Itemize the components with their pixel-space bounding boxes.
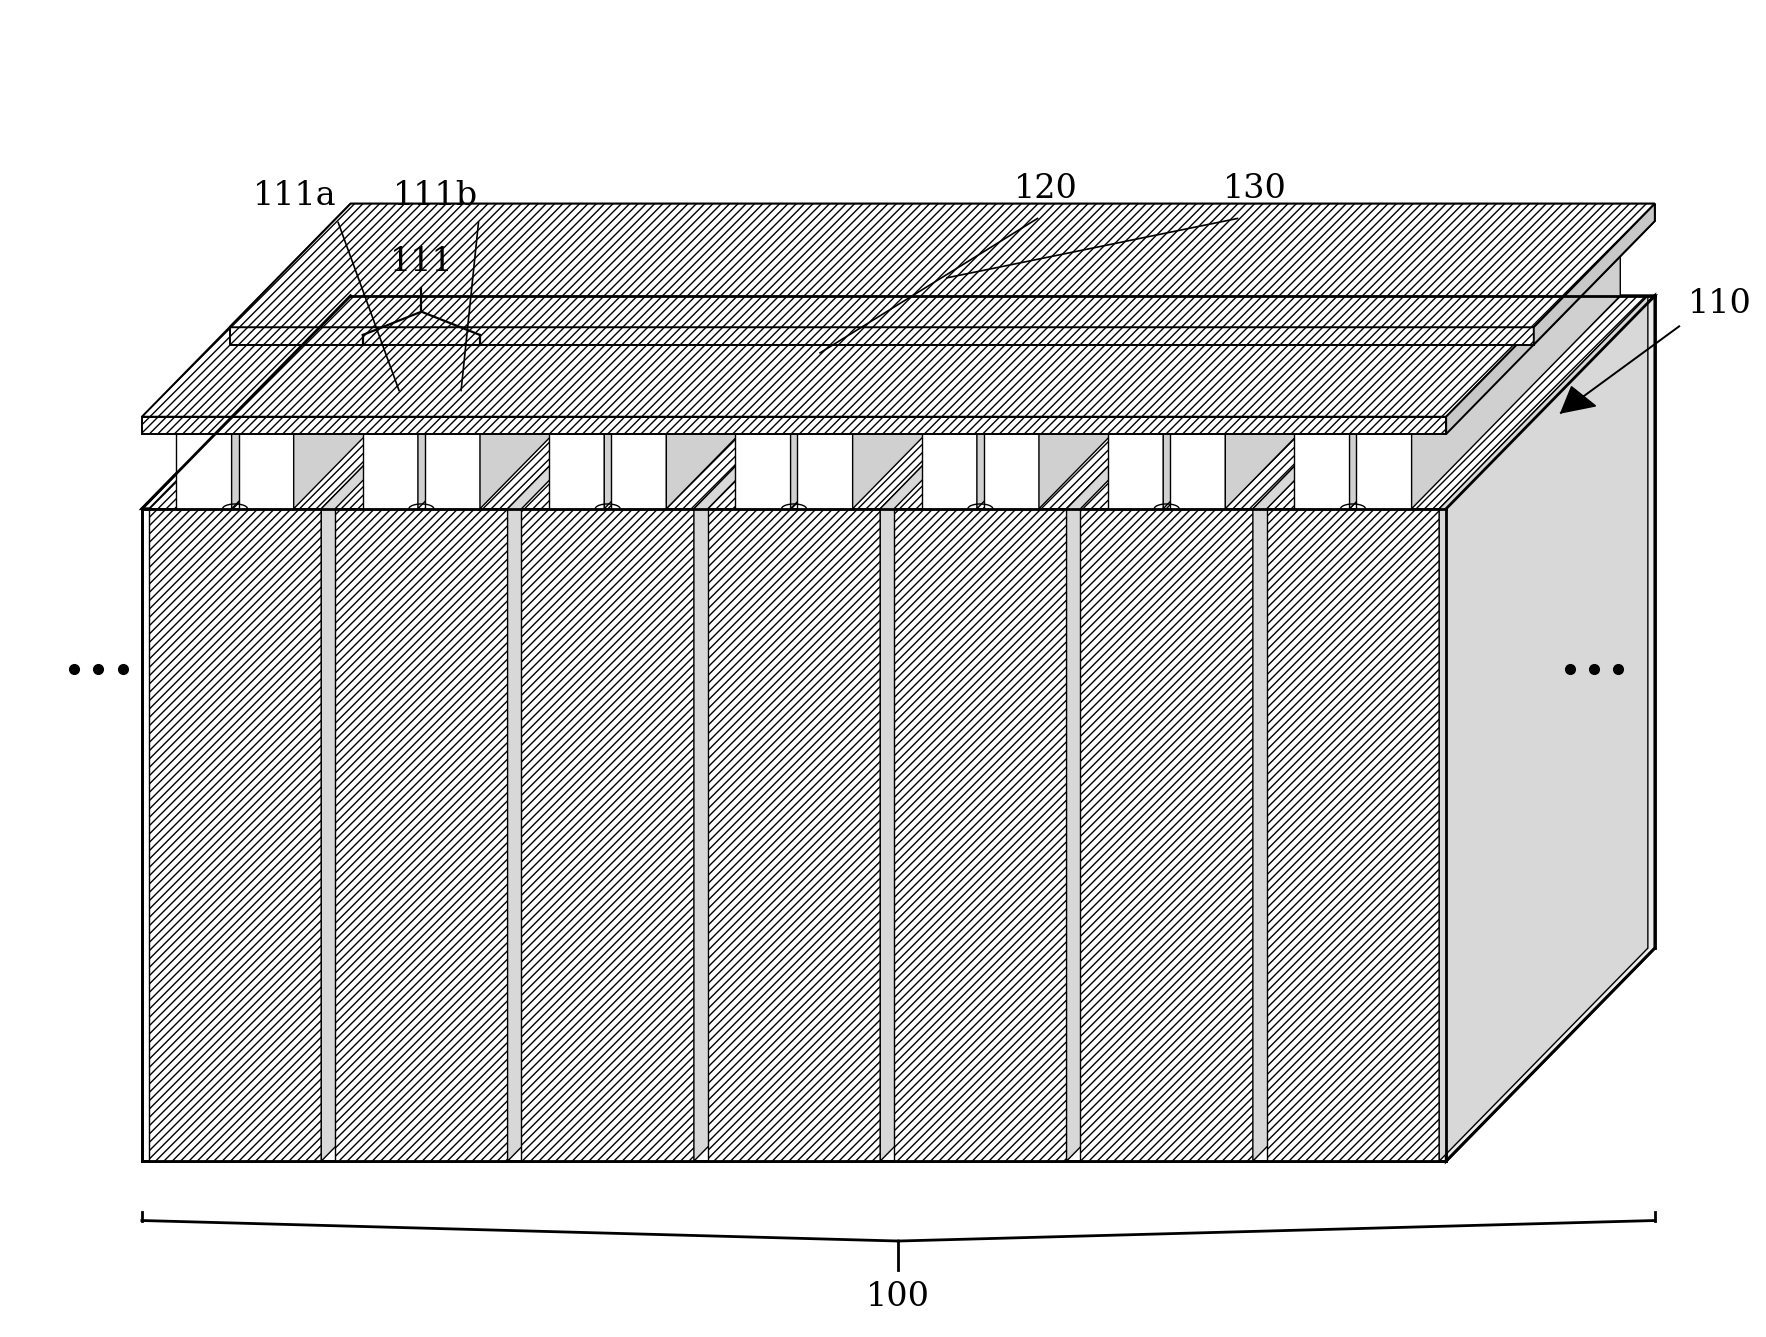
Text: 111a: 111a xyxy=(253,179,337,211)
Polygon shape xyxy=(362,429,419,508)
Polygon shape xyxy=(694,295,902,1161)
Polygon shape xyxy=(879,295,1090,1161)
Polygon shape xyxy=(177,429,231,508)
Polygon shape xyxy=(604,215,812,508)
Polygon shape xyxy=(521,295,902,508)
Polygon shape xyxy=(708,295,1090,508)
Polygon shape xyxy=(1038,215,1247,508)
Polygon shape xyxy=(148,508,321,1161)
Polygon shape xyxy=(894,508,1067,1161)
Polygon shape xyxy=(141,508,1446,1161)
Polygon shape xyxy=(480,215,689,508)
Polygon shape xyxy=(984,215,1247,429)
Polygon shape xyxy=(708,508,879,1161)
Polygon shape xyxy=(336,295,717,508)
Polygon shape xyxy=(666,215,874,508)
Polygon shape xyxy=(549,429,604,508)
Text: 111: 111 xyxy=(390,246,454,278)
Polygon shape xyxy=(230,328,1535,345)
Text: 100: 100 xyxy=(867,1281,931,1313)
Polygon shape xyxy=(922,429,977,508)
Polygon shape xyxy=(735,429,791,508)
Polygon shape xyxy=(549,215,812,429)
Polygon shape xyxy=(1266,508,1439,1161)
Polygon shape xyxy=(894,295,1275,508)
Polygon shape xyxy=(426,215,689,429)
Polygon shape xyxy=(1171,429,1226,508)
Polygon shape xyxy=(507,295,717,1161)
Text: 110: 110 xyxy=(1688,287,1752,320)
Polygon shape xyxy=(141,417,1446,435)
Polygon shape xyxy=(231,215,440,508)
Polygon shape xyxy=(1252,295,1462,1161)
Polygon shape xyxy=(1561,386,1595,413)
Polygon shape xyxy=(1349,215,1558,508)
Polygon shape xyxy=(293,215,502,508)
Polygon shape xyxy=(1356,215,1619,429)
Polygon shape xyxy=(1226,215,1434,508)
Polygon shape xyxy=(735,215,1000,429)
Polygon shape xyxy=(238,429,293,508)
Polygon shape xyxy=(1439,295,1648,1161)
Polygon shape xyxy=(1446,295,1655,1161)
Polygon shape xyxy=(611,429,666,508)
Text: 120: 120 xyxy=(1014,174,1077,205)
Polygon shape xyxy=(611,215,874,429)
Text: 130: 130 xyxy=(1222,174,1287,205)
Polygon shape xyxy=(177,215,440,429)
Polygon shape xyxy=(1266,295,1648,508)
Polygon shape xyxy=(1294,429,1349,508)
Polygon shape xyxy=(521,508,694,1161)
Polygon shape xyxy=(1446,203,1655,435)
Polygon shape xyxy=(230,203,1655,328)
Polygon shape xyxy=(798,429,853,508)
Text: 111b: 111b xyxy=(392,179,477,211)
Polygon shape xyxy=(1067,295,1275,1161)
Polygon shape xyxy=(1164,215,1372,508)
Polygon shape xyxy=(798,215,1061,429)
Polygon shape xyxy=(1107,429,1164,508)
Polygon shape xyxy=(141,203,1655,417)
Polygon shape xyxy=(419,215,627,508)
Polygon shape xyxy=(853,215,1061,508)
Polygon shape xyxy=(984,429,1038,508)
Polygon shape xyxy=(1171,215,1434,429)
Polygon shape xyxy=(1081,508,1252,1161)
Polygon shape xyxy=(141,295,1655,508)
Polygon shape xyxy=(791,215,1000,508)
Polygon shape xyxy=(1294,215,1558,429)
Polygon shape xyxy=(321,295,530,1161)
Polygon shape xyxy=(1356,429,1411,508)
Polygon shape xyxy=(977,215,1185,508)
Polygon shape xyxy=(238,215,502,429)
Polygon shape xyxy=(922,215,1185,429)
Polygon shape xyxy=(1107,215,1372,429)
Polygon shape xyxy=(1081,295,1462,508)
Polygon shape xyxy=(426,429,480,508)
Polygon shape xyxy=(148,295,530,508)
Polygon shape xyxy=(336,508,507,1161)
Polygon shape xyxy=(1411,215,1619,508)
Polygon shape xyxy=(1535,203,1655,345)
Polygon shape xyxy=(362,215,627,429)
